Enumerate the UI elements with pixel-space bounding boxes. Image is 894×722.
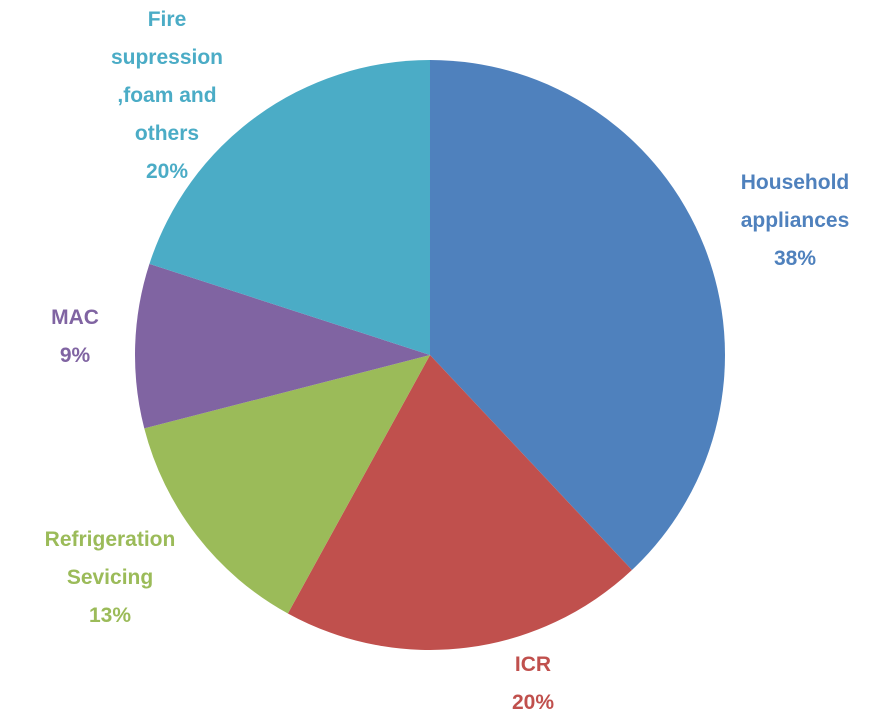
slice-label: Household appliances 38% (705, 164, 885, 278)
slice-label: MAC 9% (30, 299, 120, 375)
slice-label: Fire supression ,foam and others 20% (92, 1, 242, 191)
pie-slice (149, 60, 430, 355)
category-label: Refrigeration Sevicing (44, 528, 176, 589)
value-label: 20% (145, 160, 189, 183)
category-label: ICR (514, 653, 552, 676)
slice-label: ICR 20% (488, 646, 578, 722)
pie-slice (430, 60, 725, 571)
category-label: Household appliances (740, 171, 850, 232)
value-label: 13% (88, 604, 132, 627)
category-label: MAC (51, 306, 99, 329)
value-label: 20% (511, 691, 555, 714)
pie-slice (144, 355, 430, 614)
value-label: 38% (773, 247, 817, 270)
slice-label: Refrigeration Sevicing 13% (10, 521, 210, 635)
pie-slice (135, 263, 430, 429)
pie-slice (287, 355, 632, 650)
category-label: Fire supression ,foam and others (110, 8, 224, 145)
value-label: 9% (59, 344, 91, 367)
